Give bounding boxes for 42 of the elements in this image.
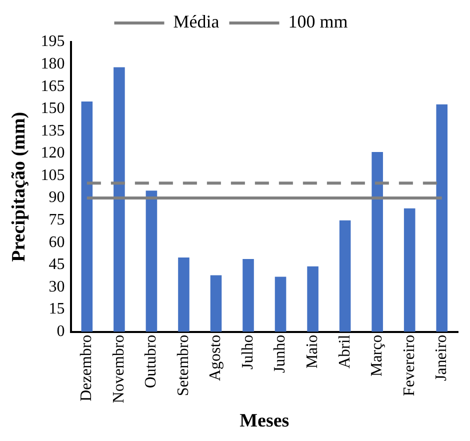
y-tick-label: 75 <box>48 212 65 229</box>
x-tick-label: Dezembro <box>78 334 96 402</box>
x-tick-label: Fevereiro <box>400 334 418 396</box>
y-tick-label: 135 <box>40 122 65 140</box>
bar <box>372 152 383 332</box>
y-tick-label: 0 <box>56 322 65 340</box>
y-tick-label: 90 <box>48 189 65 206</box>
x-tick-label: Abril <box>336 334 354 369</box>
y-tick-label: 30 <box>48 278 65 296</box>
bar <box>404 208 416 332</box>
y-tick-label: 180 <box>40 55 65 72</box>
x-tick-label: Setembro <box>174 334 192 396</box>
x-tick-label: Novembro <box>110 334 128 404</box>
x-axis-title: Meses <box>240 410 290 432</box>
x-tick-label: Julho <box>239 334 256 370</box>
x-tick-label: Agosto <box>207 334 224 382</box>
x-tick-label: Março <box>368 334 386 377</box>
x-tick-label: Junho <box>272 334 289 374</box>
y-tick-label: 150 <box>40 100 65 118</box>
y-tick-label: 120 <box>40 144 65 162</box>
bar <box>274 276 286 332</box>
bar <box>114 67 125 332</box>
bar <box>242 258 254 332</box>
y-tick-label: 105 <box>40 166 65 184</box>
y-tick-label: 195 <box>40 33 65 50</box>
bar <box>339 220 351 332</box>
y-tick-label: 45 <box>48 256 65 274</box>
legend-label: 100 mm <box>288 12 348 32</box>
y-tick-label: 60 <box>48 234 65 251</box>
x-tick-label: Janeiro <box>433 334 450 381</box>
bar <box>210 275 222 332</box>
y-tick-label: 15 <box>48 300 65 318</box>
y-tick-label: 165 <box>40 78 65 95</box>
legend-label: Média <box>173 12 220 32</box>
bar <box>146 190 158 332</box>
x-tick-label: Outubro <box>142 334 160 388</box>
bar <box>178 257 190 332</box>
bar <box>307 266 318 332</box>
bar <box>81 101 93 332</box>
x-tick-label: Maio <box>304 334 322 369</box>
bar <box>436 104 448 332</box>
y-axis-title: Precipitação (mm) <box>8 112 30 262</box>
